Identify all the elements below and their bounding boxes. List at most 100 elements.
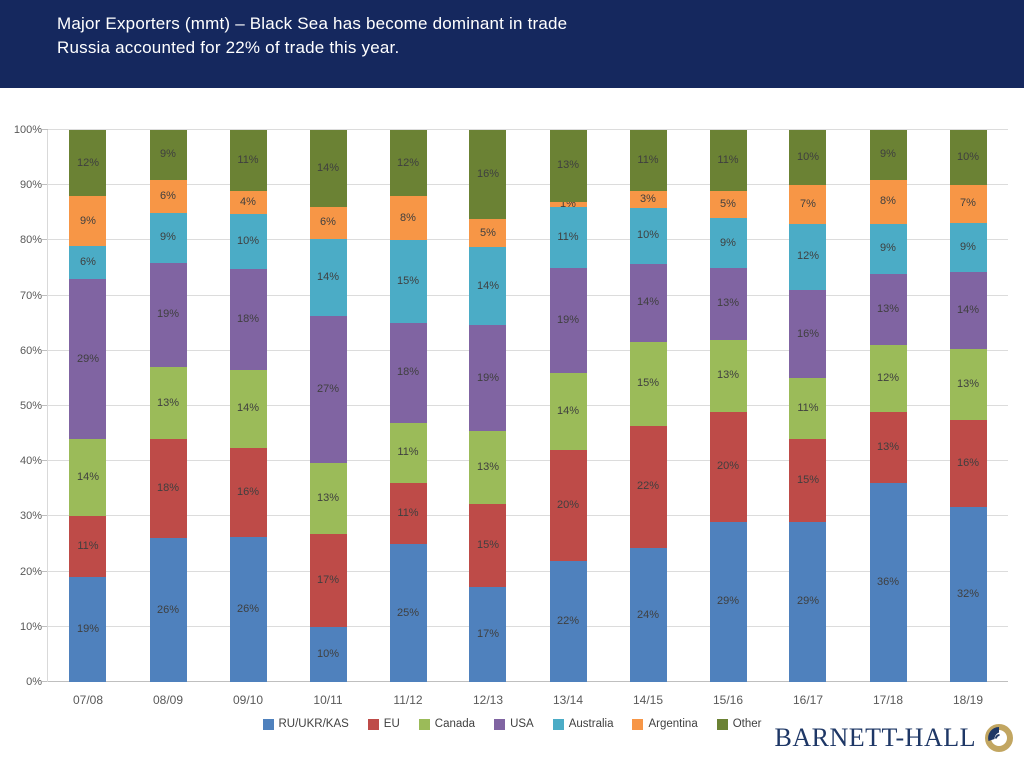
x-axis-label: 16/17 [792, 693, 824, 707]
segment-label: 19% [476, 371, 499, 384]
segment-label: 11% [77, 540, 99, 553]
legend-item: Canada [418, 718, 475, 730]
bar-segment: 12% [789, 223, 827, 291]
bar-segment: 16% [789, 290, 827, 379]
gridline [48, 349, 1008, 351]
legend-item: Other [716, 718, 761, 730]
bar-segment: 22% [549, 560, 587, 682]
bar-segment: 6% [69, 245, 107, 280]
bar-segment: 10% [309, 627, 347, 682]
y-axis-label: 60% [19, 344, 42, 357]
bar-segment: 24% [629, 548, 667, 682]
legend-item: Australia [552, 718, 613, 730]
bar-column-07-08: 19% 11% 14% 29% 6% 9% 12% [69, 130, 107, 682]
segment-label: 20% [716, 460, 740, 473]
legend-label: USA [510, 718, 534, 730]
segment-label: 14% [316, 161, 340, 174]
segment-label: 13% [316, 492, 340, 505]
segment-label: 14% [476, 279, 499, 292]
y-axis-tick [42, 349, 48, 351]
bar-segment: 5% [709, 190, 747, 219]
segment-label: 14% [76, 471, 99, 484]
bar-segment: 14% [309, 239, 347, 316]
bar-segment: 20% [549, 450, 587, 561]
bar-column-14-15: 24% 22% 15% 14% 10% 3% 11% [629, 130, 667, 682]
segment-label: 11% [637, 154, 659, 167]
y-axis-tick [42, 405, 48, 406]
segment-label: 16% [476, 168, 499, 181]
segment-label: 14% [316, 271, 340, 284]
bar-segment: 15% [789, 439, 827, 522]
segment-label: 9% [160, 231, 176, 244]
bar-segment: 11% [229, 130, 267, 192]
bar-segment: 16% [229, 447, 267, 538]
legend-swatch-icon [494, 718, 506, 730]
y-axis-tick [42, 184, 48, 186]
gridline [48, 515, 1008, 517]
bar-segment: 5% [469, 219, 507, 248]
legend-swatch-icon [716, 718, 728, 730]
bar-segment: 14% [949, 272, 987, 349]
bar-segment: 13% [549, 130, 587, 202]
gridline [48, 239, 1008, 241]
segment-label: 14% [636, 296, 660, 309]
x-axis-label: 17/18 [872, 693, 904, 707]
segment-label: 6% [320, 216, 336, 229]
segment-label: 29% [76, 352, 99, 365]
segment-label: 26% [236, 603, 260, 616]
gridline [48, 460, 1008, 462]
bar-column-11-12: 25% 11% 11% 18% 15% 8% 12% [389, 130, 427, 682]
x-axis-label: 09/10 [232, 693, 264, 707]
segment-label: 12% [76, 156, 99, 169]
bar-segment: 14% [229, 369, 267, 448]
segment-label: 3% [640, 193, 656, 206]
x-axis-label: 14/15 [632, 693, 664, 707]
x-axis-label: 15/16 [712, 693, 744, 707]
bar-segment: 19% [549, 268, 587, 373]
y-axis-label: 0% [26, 676, 42, 688]
segment-label: 18% [396, 366, 420, 379]
x-axis-label: 08/09 [152, 693, 184, 707]
bar-segment: 16% [469, 130, 507, 220]
segment-label: 10% [636, 229, 660, 242]
segment-label: 16% [796, 327, 819, 340]
bar-segment: 14% [309, 130, 347, 207]
bar-segment: 9% [869, 130, 907, 180]
y-axis-label: 40% [19, 455, 42, 468]
y-axis-tick [42, 129, 48, 130]
bar-column-10-11: 10% 17% 13% 27% 14% 6% 14% [309, 130, 347, 682]
bar-segment: 11% [549, 207, 587, 269]
bar-segment: 13% [309, 463, 347, 535]
bar-segment: 11% [389, 422, 427, 484]
x-axis-label: 18/19 [952, 693, 984, 707]
y-axis-tick [42, 625, 48, 627]
segment-label: 25% [396, 606, 420, 619]
header-banner: Major Exporters (mmt) – Black Sea has be… [0, 0, 1024, 88]
bar-segment: 7% [789, 185, 827, 224]
x-axis-label: 12/13 [472, 693, 504, 707]
gridline [48, 570, 1008, 572]
bar-segment: 11% [709, 130, 747, 191]
bar-column-09-10: 26% 16% 14% 18% 10% 4% 11% [229, 130, 267, 682]
segment-label: 4% [240, 196, 256, 209]
x-axis-label: 13/14 [552, 693, 584, 707]
segment-label: 16% [236, 485, 260, 498]
bar-segment: 11% [389, 483, 427, 544]
bar-segment: 14% [629, 263, 667, 342]
bar-segment: 6% [309, 206, 347, 240]
segment-label: 18% [236, 313, 260, 326]
bar-segment: 6% [149, 179, 187, 213]
segment-label: 7% [960, 197, 976, 210]
segment-label: 9% [720, 236, 736, 249]
bar-segment: 20% [709, 411, 747, 522]
segment-label: 13% [156, 396, 180, 409]
legend-label: RU/UKR/KAS [278, 718, 349, 730]
segment-label: 19% [156, 308, 180, 321]
x-axis-label: 10/11 [313, 693, 343, 707]
bar-segment: 9% [949, 222, 987, 273]
bar-segment: 11% [69, 516, 107, 578]
segment-label: 16% [956, 456, 980, 469]
segment-label: 11% [557, 231, 579, 244]
segment-label: 15% [476, 538, 499, 551]
y-axis-label: 50% [19, 400, 42, 412]
